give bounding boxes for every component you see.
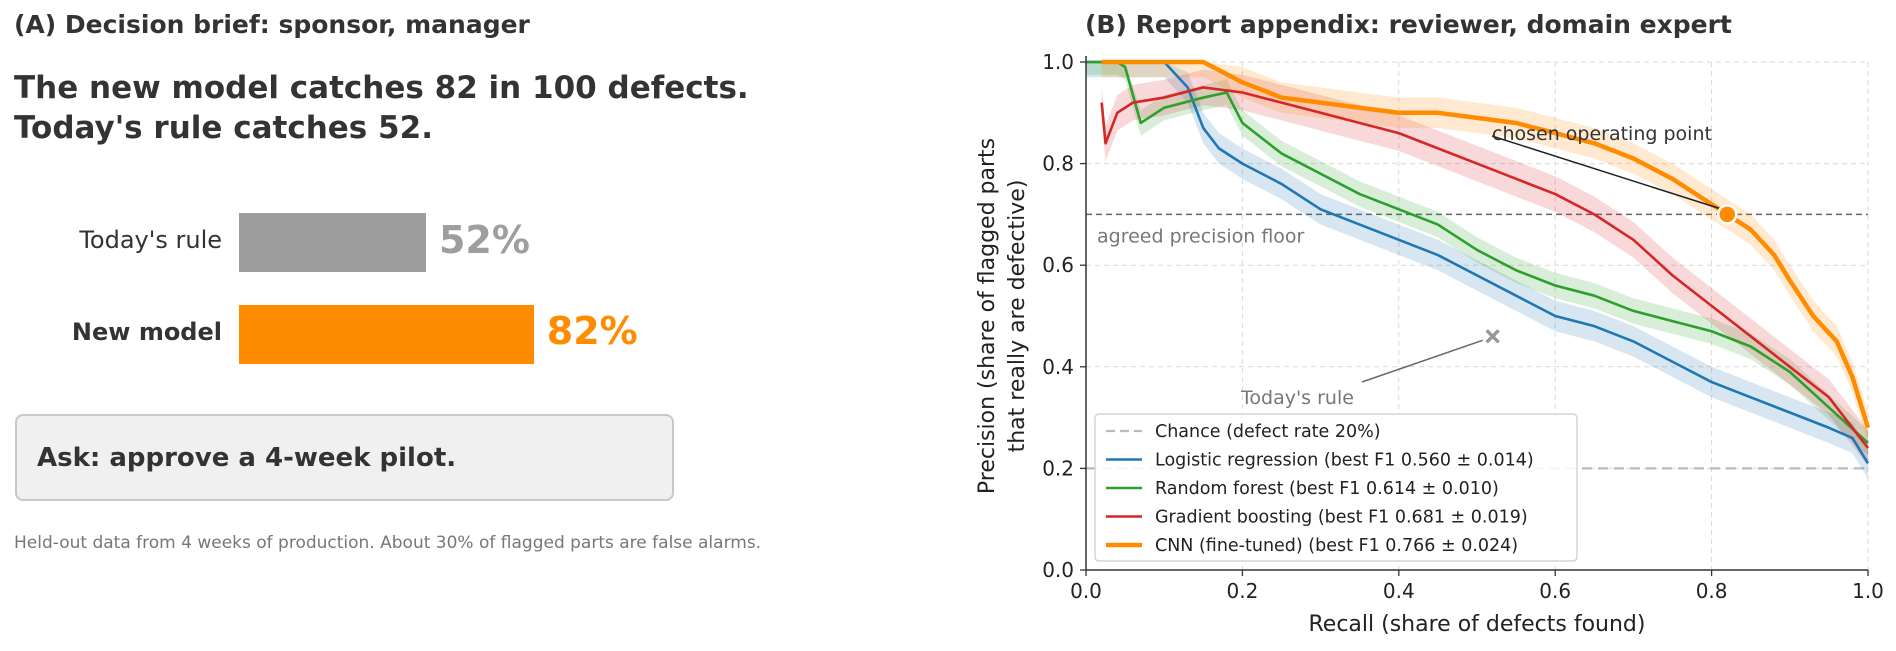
x-tick-label: 0.8 <box>1696 579 1728 603</box>
series-band-1 <box>1086 62 1868 456</box>
bar-value-new-model: 82% <box>546 309 638 353</box>
footnote: Held-out data from 4 weeks of production… <box>14 533 762 553</box>
series-line-3 <box>1101 59 1871 429</box>
y-tick-label: 0.8 <box>1042 152 1074 176</box>
chosen-point-arrow <box>1491 135 1720 210</box>
x-tick-label: 0.0 <box>1070 579 1102 603</box>
todays-rule-label: Today's rule <box>1240 387 1354 409</box>
headline-line-2: Today's rule catches 52. <box>14 110 433 146</box>
x-axis-label: Recall (share of defects found) <box>1309 612 1646 637</box>
y-axis-label-line-1: Precision (share of flagged parts <box>975 138 1000 494</box>
bar-new-model <box>239 305 534 364</box>
legend-label-2: Random forest (best F1 0.614 ± 0.010) <box>1155 479 1499 499</box>
y-tick-label: 0.6 <box>1042 253 1074 277</box>
todays-rule-arrow <box>1361 339 1483 383</box>
legend-label-3: Gradient boosting (best F1 0.681 ± 0.019… <box>1155 508 1528 528</box>
series-band-2 <box>1101 69 1868 466</box>
series-band-0 <box>1086 62 1868 479</box>
x-tick-label: 1.0 <box>1852 579 1884 603</box>
legend-box <box>1094 413 1578 562</box>
todays-rule-marker <box>1485 329 1500 344</box>
x-tick-label: 0.6 <box>1539 579 1571 603</box>
chosen-point-label: chosen operating point <box>1492 123 1712 145</box>
y-tick-label: 0.4 <box>1042 355 1074 379</box>
y-tick-label: 1.0 <box>1042 50 1074 74</box>
y-tick-label: 0.2 <box>1042 456 1074 480</box>
series-line-0 <box>1086 60 1870 465</box>
y-axis-label-line-2: that really are defective) <box>1005 180 1030 453</box>
series-line-2 <box>1100 86 1870 449</box>
ask-box: Ask: approve a 4-week pilot. <box>15 414 674 501</box>
chosen-point-marker <box>1716 204 1738 225</box>
legend-label-0: Chance (defect rate 20%) <box>1155 422 1381 442</box>
panel-b-title: (B) Report appendix: reviewer, domain ex… <box>1085 10 1732 39</box>
bar-label-todays-rule: Today's rule <box>79 226 222 254</box>
panel-a-title: (A) Decision brief: sponsor, manager <box>14 10 530 39</box>
y-tick-label: 0.0 <box>1042 558 1074 582</box>
ask-text: Ask: approve a 4-week pilot. <box>37 443 457 473</box>
legend-label-1: Logistic regression (best F1 0.560 ± 0.0… <box>1155 451 1534 471</box>
bar-todays-rule <box>239 213 426 272</box>
x-tick-label: 0.2 <box>1226 579 1258 603</box>
x-tick-label: 0.4 <box>1383 579 1415 603</box>
headline: The new model catches 82 in 100 defects.… <box>14 68 749 148</box>
bar-label-new-model: New model <box>71 318 222 346</box>
legend-label-4: CNN (fine-tuned) (best F1 0.766 ± 0.024) <box>1155 536 1518 556</box>
series-line-1 <box>1086 60 1869 444</box>
precision-floor-label: agreed precision floor <box>1097 225 1305 247</box>
headline-line-1: The new model catches 82 in 100 defects. <box>14 70 749 106</box>
bar-value-todays-rule: 52% <box>438 218 530 262</box>
y-axis-label: Precision (share of flagged parts that re… <box>975 138 1030 494</box>
